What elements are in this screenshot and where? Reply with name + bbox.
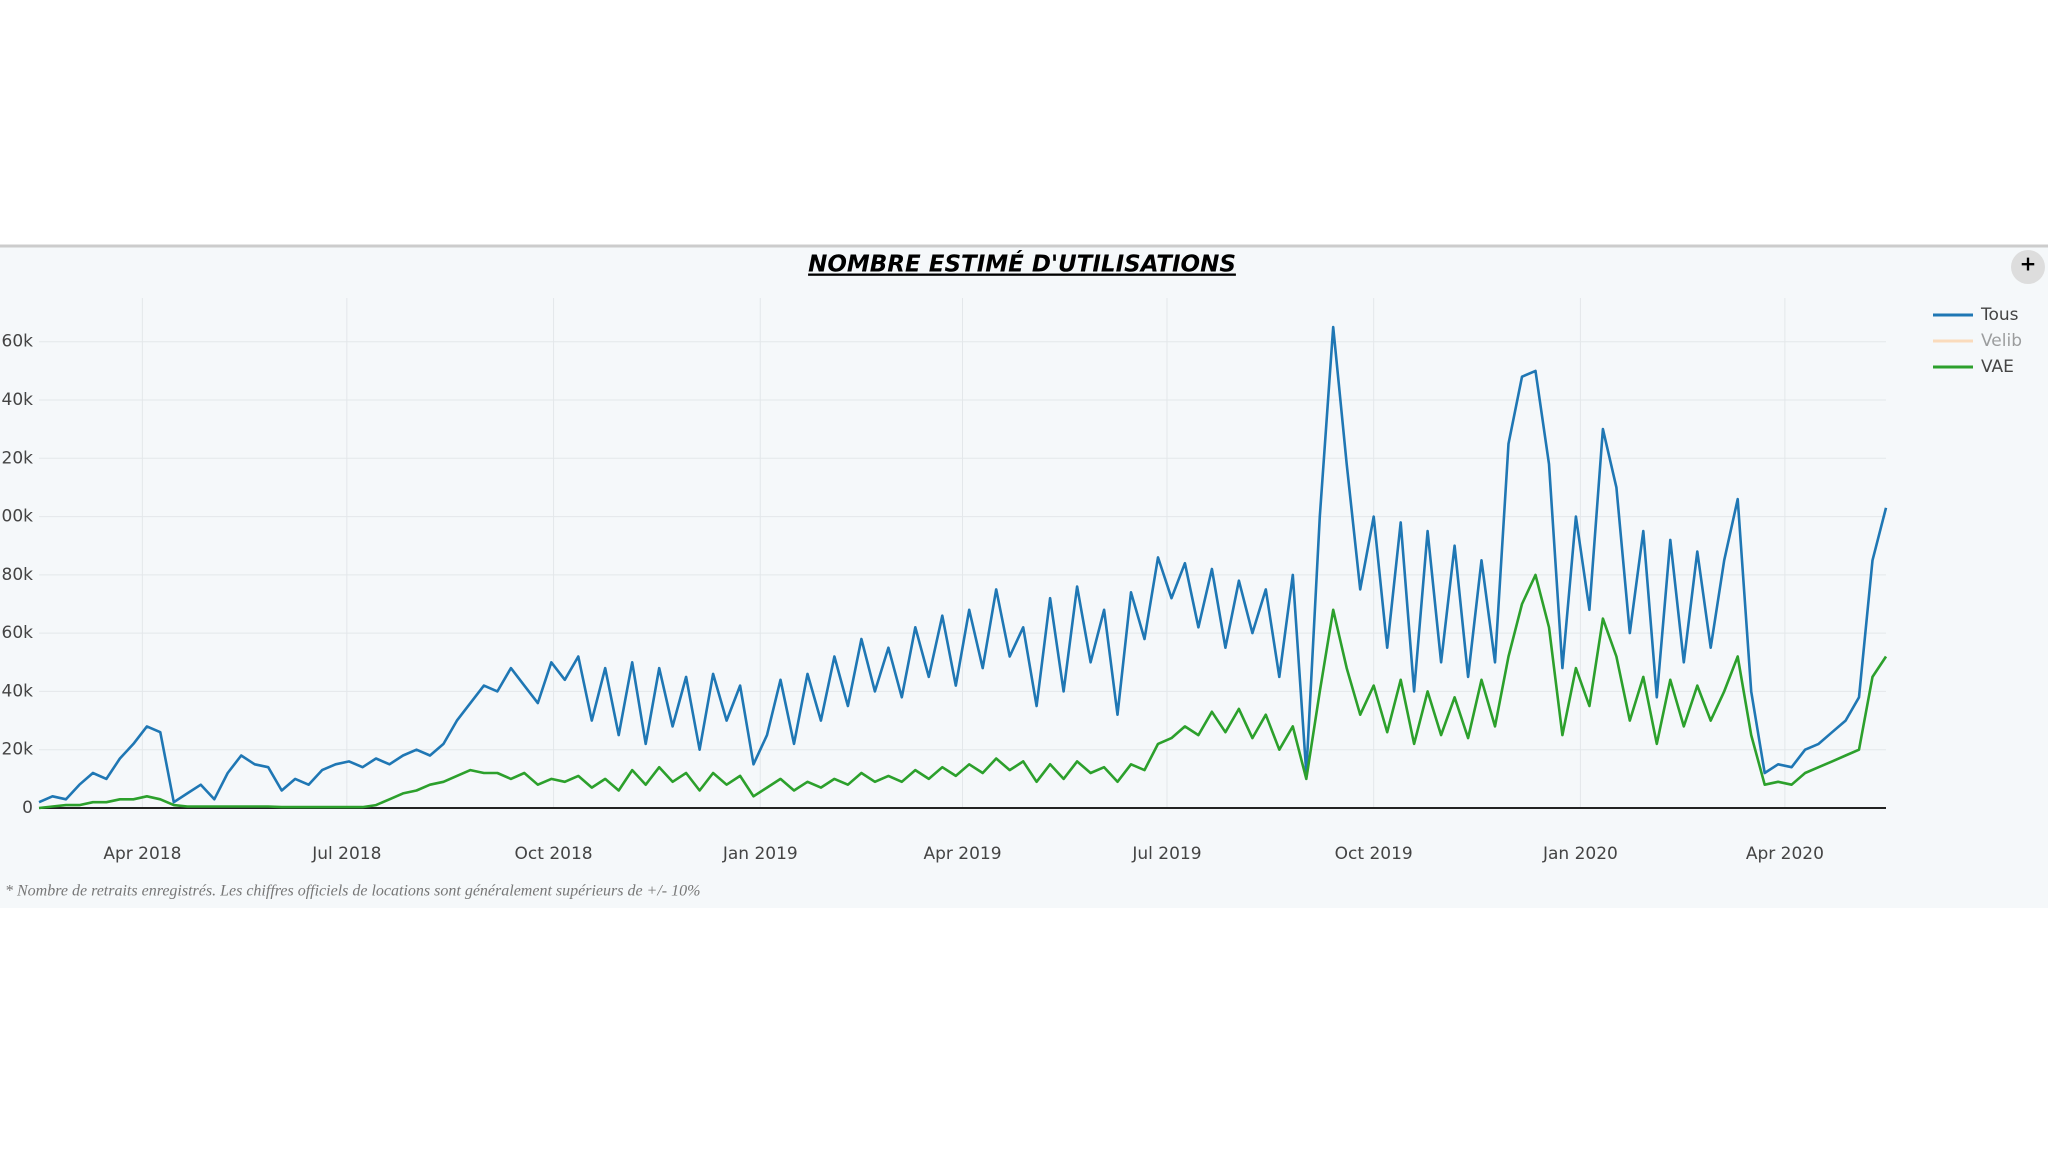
- y-tick-label: 40k: [2, 681, 34, 701]
- y-tick-label: 20k: [2, 740, 34, 760]
- x-tick-label: Apr 2019: [923, 844, 1001, 864]
- footnote: * Nombre de retraits enregistrés. Les ch…: [5, 883, 700, 900]
- legend-label: VAE: [1981, 357, 2014, 377]
- x-tick-label: Jan 2020: [1542, 844, 1618, 864]
- series-line: [38, 573, 1888, 810]
- chart-title: NOMBRE ESTIMÉ D'UTILISATIONS: [808, 250, 1236, 278]
- series-line: [38, 325, 1888, 804]
- y-tick-label: 60k: [2, 623, 34, 643]
- expand-button[interactable]: [2011, 250, 2045, 284]
- expand-button-label[interactable]: +: [2020, 252, 2037, 276]
- panel: [0, 245, 2048, 908]
- x-tick-label: Apr 2018: [103, 844, 181, 864]
- x-tick-label: Jul 2018: [311, 844, 381, 864]
- legend-label: Tous: [1980, 305, 2019, 325]
- x-tick-label: Oct 2019: [1335, 844, 1413, 864]
- y-tick-label: 120k: [0, 448, 33, 468]
- y-tick-label: 100k: [0, 507, 33, 527]
- y-tick-label: 80k: [2, 565, 34, 585]
- x-tick-label: Oct 2018: [515, 844, 593, 864]
- y-tick-label: 160k: [0, 332, 33, 352]
- y-tick-label: 140k: [0, 390, 33, 410]
- legend-label: Velib: [1981, 331, 2022, 351]
- x-tick-label: Jul 2019: [1131, 844, 1201, 864]
- x-tick-label: Jan 2019: [722, 844, 798, 864]
- x-tick-label: Apr 2020: [1746, 844, 1824, 864]
- y-tick-label: 0: [22, 798, 33, 818]
